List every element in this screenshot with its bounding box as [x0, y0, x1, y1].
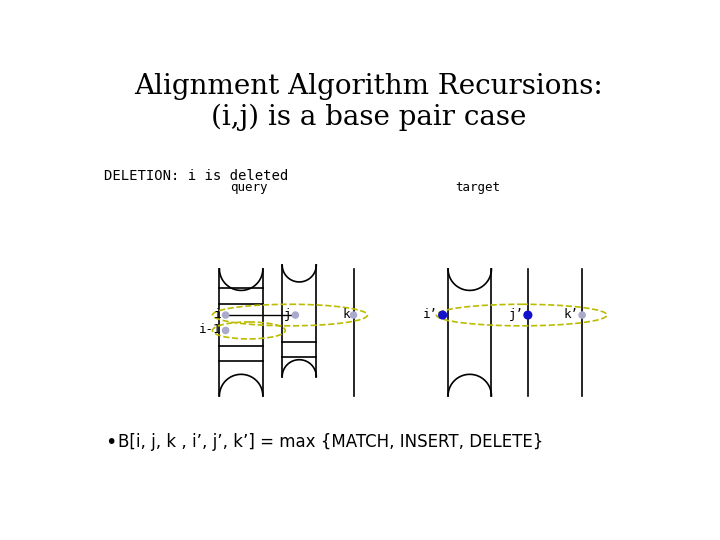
Circle shape	[579, 312, 585, 318]
Text: B[i, j, k , i’, j’, k’] = max {MATCH, INSERT, DELETE}: B[i, j, k , i’, j’, k’] = max {MATCH, IN…	[118, 433, 544, 451]
Text: i-1: i-1	[199, 323, 221, 336]
Circle shape	[524, 311, 532, 319]
Circle shape	[222, 312, 229, 318]
Text: k: k	[342, 308, 350, 321]
Circle shape	[222, 327, 229, 334]
Text: i: i	[213, 308, 221, 321]
Circle shape	[438, 311, 446, 319]
Text: k’: k’	[563, 308, 578, 321]
Text: Alignment Algorithm Recursions:
(i,j) is a base pair case: Alignment Algorithm Recursions: (i,j) is…	[135, 72, 603, 131]
Circle shape	[292, 312, 299, 318]
Text: target: target	[455, 181, 500, 194]
Circle shape	[351, 312, 356, 318]
Text: query: query	[230, 181, 268, 194]
Text: i’: i’	[423, 308, 438, 321]
Text: j’: j’	[509, 308, 524, 321]
Text: DELETION: i is deleted: DELETION: i is deleted	[104, 168, 288, 183]
Text: j: j	[284, 308, 292, 321]
Text: •: •	[106, 433, 117, 451]
